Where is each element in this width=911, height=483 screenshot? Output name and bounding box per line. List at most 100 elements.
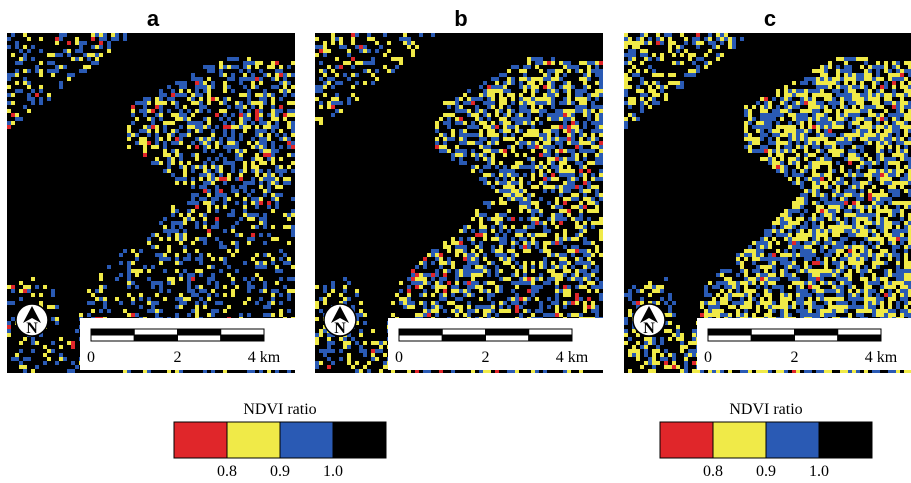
map-pixel [567, 173, 571, 177]
map-pixel [447, 149, 451, 153]
map-pixel [832, 201, 836, 205]
map-pixel [275, 181, 279, 185]
map-pixel [824, 185, 828, 189]
map-pixel [868, 193, 872, 197]
map-pixel [367, 61, 371, 65]
map-pixel [760, 97, 764, 101]
map-pixel [543, 129, 547, 133]
map-pixel [780, 161, 784, 165]
map-pixel [487, 157, 491, 161]
map-pixel [860, 213, 864, 217]
map-pixel [211, 133, 215, 137]
map-pixel [812, 261, 816, 265]
map-pixel [579, 161, 583, 165]
map-pixel [868, 189, 872, 193]
map-pixel [23, 33, 27, 37]
map-pixel [467, 113, 471, 117]
map-pixel [207, 177, 211, 181]
map-pixel [840, 133, 844, 137]
map-pixel [431, 253, 435, 257]
map-pixel [571, 65, 575, 69]
map-pixel [840, 257, 844, 261]
map-pixel [247, 101, 251, 105]
map-pixel [636, 45, 640, 49]
map-pixel [479, 133, 483, 137]
map-pixel [203, 81, 207, 85]
map-pixel [820, 121, 824, 125]
map-pixel [816, 145, 820, 149]
map-pixel [539, 261, 543, 265]
map-pixel [191, 73, 195, 77]
map-pixel [339, 349, 343, 353]
map-pixel [595, 177, 599, 181]
map-pixel [107, 41, 111, 45]
map-pixel [507, 189, 511, 193]
map-pixel [559, 169, 563, 173]
map-pixel [363, 321, 367, 325]
map-pixel [876, 137, 880, 141]
map-pixel [207, 293, 211, 297]
map-pixel [195, 77, 199, 81]
map-pixel [559, 141, 563, 145]
map-pixel [539, 213, 543, 217]
map-pixel [503, 113, 507, 117]
map-pixel [75, 37, 79, 41]
map-pixel [511, 185, 515, 189]
map-pixel [95, 33, 99, 37]
map-pixel [515, 269, 519, 273]
map-pixel [531, 285, 535, 289]
map-pixel [816, 185, 820, 189]
map-pixel [271, 129, 275, 133]
map-pixel [359, 301, 363, 305]
map-pixel [371, 61, 375, 65]
map-pixel [547, 113, 551, 117]
map-pixel [283, 169, 287, 173]
map-pixel [784, 149, 788, 153]
map-pixel [559, 113, 563, 117]
map-pixel [844, 81, 848, 85]
map-pixel [231, 137, 235, 141]
map-pixel [792, 161, 796, 165]
map-pixel [219, 173, 223, 177]
map-pixel [219, 269, 223, 273]
map-pixel [491, 261, 495, 265]
map-pixel [107, 309, 111, 313]
map-pixel [644, 53, 648, 57]
map-pixel [571, 133, 575, 137]
map-pixel [175, 177, 179, 181]
map-pixel [896, 201, 900, 205]
map-pixel [147, 125, 151, 129]
map-pixel [527, 225, 531, 229]
map-pixel [519, 237, 523, 241]
map-pixel [191, 121, 195, 125]
map-pixel [760, 241, 764, 245]
map-pixel [632, 53, 636, 57]
map-pixel [59, 85, 63, 89]
map-pixel [167, 257, 171, 261]
map-pixel [788, 97, 792, 101]
map-pixel [531, 261, 535, 265]
map-pixel [103, 305, 107, 309]
map-pixel [527, 81, 531, 85]
map-pixel [884, 97, 888, 101]
map-pixel [748, 109, 752, 113]
map-pixel [788, 113, 792, 117]
map-pixel [904, 173, 908, 177]
map-pixel [892, 93, 896, 97]
map-pixel [471, 269, 475, 273]
map-pixel [796, 201, 800, 205]
map-pixel [628, 49, 632, 53]
map-pixel [816, 161, 820, 165]
map-pixel [171, 133, 175, 137]
map-pixel [207, 181, 211, 185]
map-pixel [275, 177, 279, 181]
map-pixel [844, 89, 848, 93]
map-pixel [856, 209, 860, 213]
map-pixel [455, 109, 459, 113]
map-pixel [495, 181, 499, 185]
map-pixel [319, 333, 323, 337]
map-pixel [579, 149, 583, 153]
map-pixel [804, 221, 808, 225]
map-pixel [515, 65, 519, 69]
map-pixel [828, 177, 832, 181]
